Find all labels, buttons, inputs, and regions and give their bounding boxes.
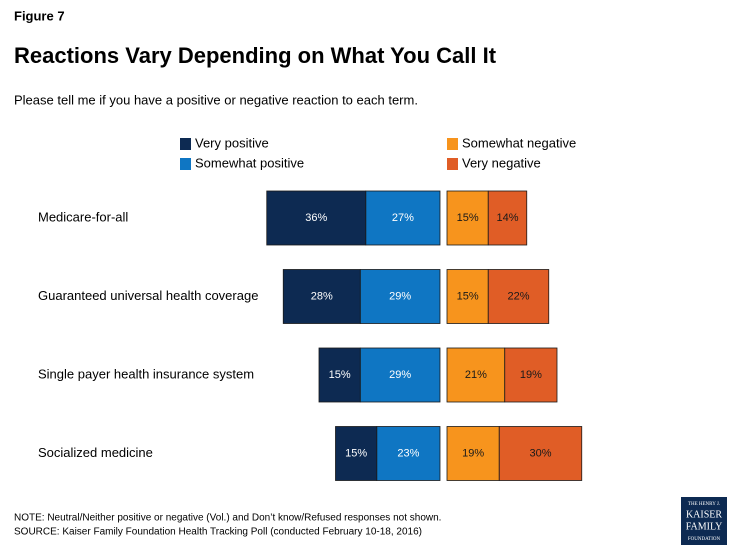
data-label: 21% [465,369,487,381]
logo-text: FAMILY [686,521,723,532]
logo-text: THE HENRY J. [688,502,720,507]
legend-label: Somewhat negative [462,135,576,150]
legend-swatch [180,158,191,170]
bar [446,347,506,403]
bar [504,347,558,403]
data-label: 29% [389,369,411,381]
data-label: 30% [529,447,551,459]
logo-box [681,497,727,545]
logo-text: KAISER [686,509,722,520]
data-label: 22% [507,290,529,302]
bar [446,190,489,246]
data-label: 14% [496,212,518,224]
category-label: Single payer health insurance system [38,366,254,381]
data-label: 19% [462,447,484,459]
bar [282,269,361,324]
legend-label: Very positive [195,135,269,150]
logo-text: FOUNDATION [688,537,721,542]
legend-label: Very negative [462,155,541,170]
legend-swatch [180,138,191,150]
chart-title: Reactions Vary Depending on What You Cal… [14,43,497,68]
bar [266,190,367,246]
data-label: 19% [520,369,542,381]
source: SOURCE: Kaiser Family Foundation Health … [14,527,422,538]
data-label: 15% [329,369,351,381]
category-label: Medicare-for-all [38,209,128,224]
data-label: 36% [305,212,327,224]
category-label: Guaranteed universal health coverage [38,288,258,303]
legend-swatch [447,158,458,170]
note: NOTE: Neutral/Neither positive or negati… [14,513,441,524]
legend-swatch [447,138,458,150]
legend-label: Somewhat positive [195,155,304,170]
bar [446,426,500,481]
data-label: 27% [392,212,414,224]
bar [376,426,441,481]
bar [365,190,441,246]
bar [498,426,583,481]
data-label: 15% [457,212,479,224]
bar [318,347,361,403]
data-label: 29% [389,290,411,302]
bar [359,269,441,324]
data-label: 23% [397,447,419,459]
category-label: Socialized medicine [38,445,153,460]
data-label: 28% [311,290,333,302]
bar [487,269,550,324]
figure-label: Figure 7 [14,8,65,23]
data-label: 15% [457,290,479,302]
chart-subtitle: Please tell me if you have a positive or… [14,92,418,107]
data-label: 15% [345,447,367,459]
bar [487,190,528,246]
bar [335,426,378,481]
